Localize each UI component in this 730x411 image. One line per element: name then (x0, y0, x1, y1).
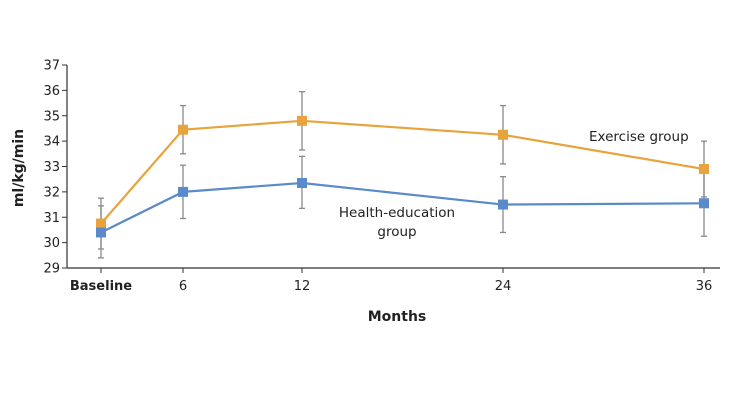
data-point (178, 186, 188, 197)
x-tick-label: 6 (179, 279, 187, 294)
data-point (96, 227, 106, 238)
data-point (178, 124, 188, 135)
y-tick-label: 36 (43, 84, 60, 99)
series-label-health-line1: Health-education (339, 205, 455, 221)
y-axis: 29 30 31 32 33 34 35 36 37 (43, 59, 68, 277)
x-axis-label: Months (368, 309, 427, 325)
series-lines (96, 115, 709, 238)
data-point (96, 218, 106, 229)
data-point (498, 199, 508, 210)
x-axis: Baseline 6 12 24 36 (67, 267, 720, 294)
data-point (699, 198, 709, 209)
data-point (297, 115, 307, 126)
data-point (699, 164, 709, 175)
y-tick-label: 32 (43, 185, 60, 200)
x-tick-label: 24 (495, 279, 512, 294)
y-tick-label: 31 (43, 211, 60, 226)
y-tick-label: 33 (43, 160, 60, 175)
y-tick-label: 35 (43, 109, 60, 124)
x-tick-label: Baseline (70, 279, 132, 294)
y-tick-label: 30 (43, 236, 60, 251)
y-tick-label: 29 (43, 262, 60, 277)
data-point (498, 129, 508, 140)
y-axis-label: ml/kg/min (11, 129, 27, 207)
y-tick-label: 37 (43, 59, 60, 74)
series-label-exercise: Exercise group (589, 129, 689, 145)
y-tick-label: 34 (43, 135, 60, 150)
x-tick-label: 36 (696, 279, 713, 294)
series-label-health-line2: group (377, 224, 416, 240)
data-point (297, 177, 307, 188)
x-tick-label: 12 (294, 279, 311, 294)
